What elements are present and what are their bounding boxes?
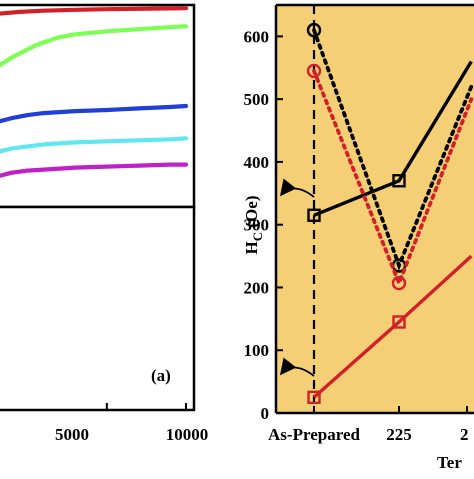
right-series-line-3 (312, 28, 474, 271)
y-tick-label-300: 300 (244, 216, 270, 235)
right-panel: 0 100 200 300 400 500 600 As-Prepared 225 2 HC (… (242, 3, 474, 472)
right-series-2-marker-1 (307, 390, 321, 405)
left-curve-1 (0, 6, 189, 16)
left-curve-2 (0, 24, 189, 68)
x-category-label-1: As-Prepared (268, 425, 360, 444)
left-curve-4 (0, 136, 189, 154)
y-tick-label-600: 600 (244, 27, 270, 46)
x-tick-label-5000: 5000 (55, 425, 89, 444)
x-category-label-3: 2 (460, 425, 469, 444)
x-category-label-2: 225 (386, 425, 412, 444)
left-bottom-plot-frame (0, 205, 196, 412)
right-plot-area (276, 5, 474, 413)
right-series-line-1 (313, 60, 473, 217)
arrow-to-axis-lower (280, 357, 315, 377)
y-tick-label-200: 200 (244, 278, 270, 297)
right-series-line-2 (312, 254, 473, 399)
y-tick-label-0: 0 (261, 404, 270, 423)
left-curve-3 (0, 103, 189, 124)
right-series-line-4 (312, 69, 474, 289)
right-y-ticks: 0 100 200 300 400 500 600 (244, 27, 283, 423)
y-tick-label-100: 100 (244, 341, 270, 360)
right-series-2-marker-2 (392, 315, 406, 329)
right-x-ticks: As-Prepared 225 2 (268, 406, 469, 444)
x-tick-label-10000: 10000 (166, 425, 209, 444)
right-series-3-marker-1 (306, 22, 322, 38)
right-series-4-marker-1 (306, 63, 322, 79)
y-axis-label-subscript: C (250, 232, 265, 241)
right-series (306, 22, 474, 405)
left-tick-marks (105, 403, 187, 410)
y-tick-label-500: 500 (244, 90, 270, 109)
y-tick-label-400: 400 (244, 153, 270, 172)
y-axis-label: HC (Oe) (242, 196, 265, 255)
y-axis-label-main: H (242, 241, 261, 254)
right-series-1-marker-1 (307, 208, 321, 222)
arrow-to-axis-upper (280, 178, 315, 198)
left-curve-5 (0, 162, 189, 178)
right-series-1-marker-2 (392, 174, 406, 188)
panel-label-a: (a) (151, 366, 171, 385)
x-axis-label: Ter (437, 453, 462, 472)
y-axis-label-unit: (Oe) (242, 196, 261, 232)
right-series-4-marker-2 (391, 275, 407, 291)
left-curves (0, 6, 189, 178)
left-panel: (a) 5000 10000 (0, 3, 209, 444)
